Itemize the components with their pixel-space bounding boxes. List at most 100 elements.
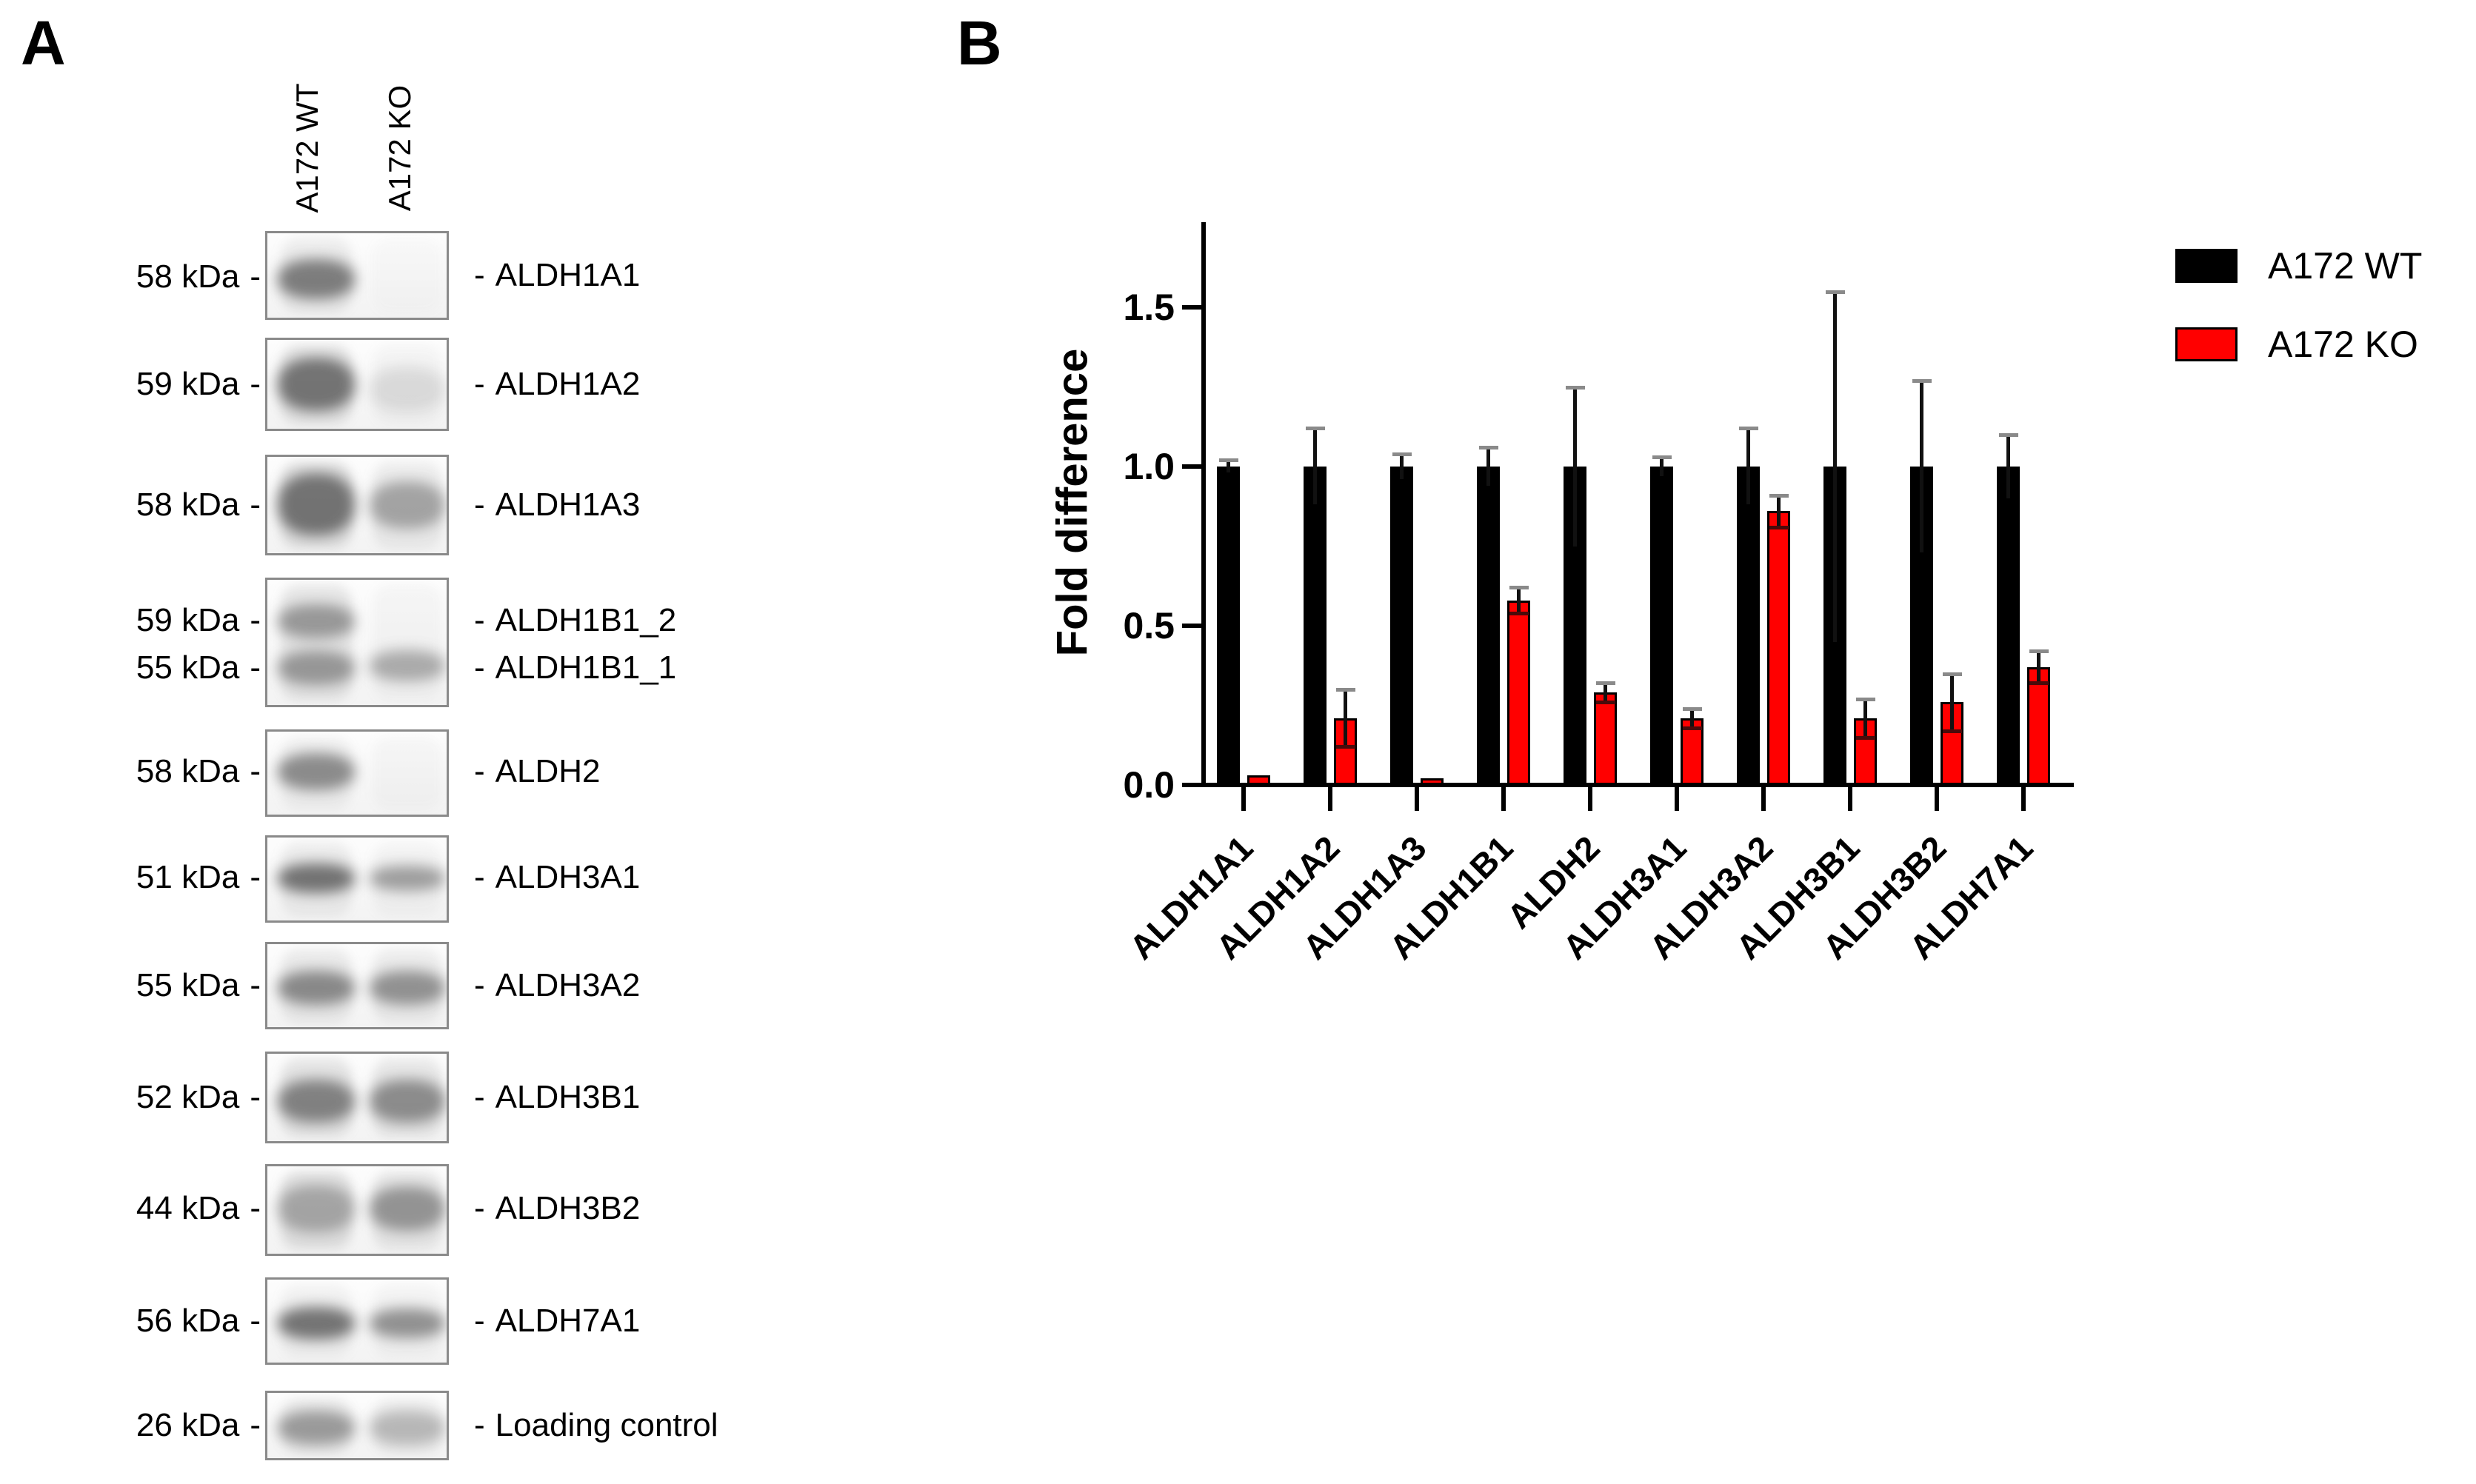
panel-a-letter: A — [21, 8, 66, 78]
bar-wt — [1997, 467, 2020, 785]
blot-band-ko — [370, 1411, 445, 1445]
blot-box — [265, 231, 449, 320]
kda-text: 51 kDa — [136, 859, 240, 895]
kda-label: 56 kDa - — [30, 1301, 261, 1341]
blot-box — [265, 338, 449, 431]
bar-ko — [1247, 775, 1270, 786]
kda-tick-dash: - — [250, 967, 261, 1003]
error-cap-wt — [1998, 433, 2018, 437]
blot-band-ko — [370, 367, 445, 411]
protein-label: - ALDH1A2 — [474, 364, 640, 404]
kda-label: 59 kDa - — [30, 364, 261, 404]
error-bar-ko — [1517, 587, 1521, 613]
kda-tick-dash: - — [250, 859, 261, 895]
legend-swatch-ko — [2175, 327, 2238, 361]
protein-tick-dash: - — [474, 859, 485, 895]
protein-text: ALDH1A2 — [495, 366, 641, 402]
kda-text: 56 kDa — [136, 1303, 240, 1339]
protein-tick-dash: - — [474, 1303, 485, 1339]
kda-tick-dash: - — [250, 487, 261, 523]
protein-text: ALDH3B2 — [495, 1190, 641, 1226]
error-cap-wt — [1392, 452, 1412, 456]
error-bar-ko — [1950, 673, 1954, 731]
protein-label: - ALDH3B1 — [474, 1077, 640, 1117]
x-tick — [1328, 787, 1332, 811]
blot-band-ko — [370, 481, 445, 529]
protein-label: - ALDH1B1_2 — [474, 601, 676, 641]
error-bar-ko — [1690, 708, 1694, 728]
protein-text: Loading control — [495, 1407, 718, 1443]
blot-band-wt — [278, 863, 355, 893]
kda-text: 58 kDa — [136, 258, 240, 295]
error-bar-wt — [1313, 428, 1317, 505]
error-cap-wt — [1912, 378, 1932, 383]
protein-label: - Loading control — [474, 1406, 718, 1445]
error-bar-ko — [2037, 651, 2040, 683]
blot-lane-ko-smear — [373, 842, 442, 916]
blot-row: 58 kDa - - ALDH1A1 — [0, 231, 2476, 320]
bar-wt — [1737, 467, 1760, 785]
blot-box — [265, 1164, 449, 1256]
kda-label: 58 kDa - — [30, 752, 261, 792]
protein-tick-dash: - — [474, 366, 485, 402]
protein-text: ALDH3A2 — [495, 967, 641, 1003]
bar-wt — [1304, 467, 1327, 785]
error-bar-wt — [1660, 457, 1664, 477]
blot-lane-ko-smear — [373, 461, 442, 549]
error-cap-wt — [1305, 427, 1325, 431]
kda-label: 52 kDa - — [30, 1077, 261, 1117]
blot-box — [265, 1277, 449, 1365]
blot-row: 58 kDa - - ALDH1A3 — [0, 455, 2476, 555]
error-cap-ko-top — [1769, 493, 1789, 498]
protein-text: ALDH3B1 — [495, 1079, 641, 1115]
error-cap-ko-top — [1335, 688, 1355, 692]
y-tick — [1182, 464, 1201, 469]
error-cap-ko-bottom — [2029, 681, 2049, 686]
error-bar-ko — [1604, 683, 1607, 703]
kda-tick-dash: - — [250, 1079, 261, 1115]
y-tick-label: 1.0 — [1123, 446, 1175, 487]
legend-label-wt: A172 WT — [2268, 245, 2423, 287]
bar-ko — [1421, 778, 1444, 786]
protein-tick-dash: - — [474, 649, 485, 686]
blot-band-wt — [278, 1307, 355, 1340]
protein-label: - ALDH3A2 — [474, 966, 640, 1006]
protein-tick-dash: - — [474, 1407, 485, 1443]
error-cap-ko-top — [1509, 586, 1529, 590]
y-axis-title: Fold difference — [1048, 348, 1097, 657]
error-bar-wt — [1486, 447, 1490, 487]
protein-text: ALDH1A3 — [495, 487, 641, 523]
blot-row: 51 kDa - - ALDH3A1 — [0, 835, 2476, 923]
blot-band-wt — [278, 753, 355, 790]
blot-band-wt — [278, 651, 355, 685]
kda-tick-dash: - — [250, 258, 261, 295]
blot-row: 58 kDa - - ALDH2 — [0, 729, 2476, 817]
error-bar-wt — [1833, 291, 1837, 642]
error-bar-wt — [1573, 387, 1577, 547]
error-cap-ko-bottom — [1509, 611, 1529, 615]
bar-wt — [1477, 467, 1500, 785]
protein-text: ALDH2 — [495, 753, 601, 789]
error-cap-wt — [1652, 455, 1672, 460]
blot-row: 44 kDa - - ALDH3B2 — [0, 1164, 2476, 1256]
blot-box — [265, 1391, 449, 1460]
blot-lane-ko-smear — [373, 1171, 442, 1249]
blot-box — [265, 1052, 449, 1143]
kda-label: 55 kDa - — [30, 966, 261, 1006]
blot-band-wt — [278, 1080, 355, 1123]
error-cap-ko-bottom — [1855, 735, 1875, 740]
blot-lane-wt-smear — [281, 1171, 352, 1249]
error-cap-ko-top — [1682, 706, 1702, 711]
blot-box — [265, 578, 449, 707]
protein-text: ALDH7A1 — [495, 1303, 641, 1339]
error-cap-ko-bottom — [1942, 729, 1962, 733]
blot-band-ko — [370, 971, 445, 1005]
blot-band-ko — [370, 650, 445, 681]
error-cap-wt — [1825, 290, 1845, 294]
blot-row: 26 kDa - - Loading control — [0, 1391, 2476, 1460]
kda-tick-dash: - — [250, 753, 261, 789]
kda-text: 58 kDa — [136, 753, 240, 789]
protein-label: - ALDH7A1 — [474, 1301, 640, 1341]
kda-label: 58 kDa - — [30, 257, 261, 297]
